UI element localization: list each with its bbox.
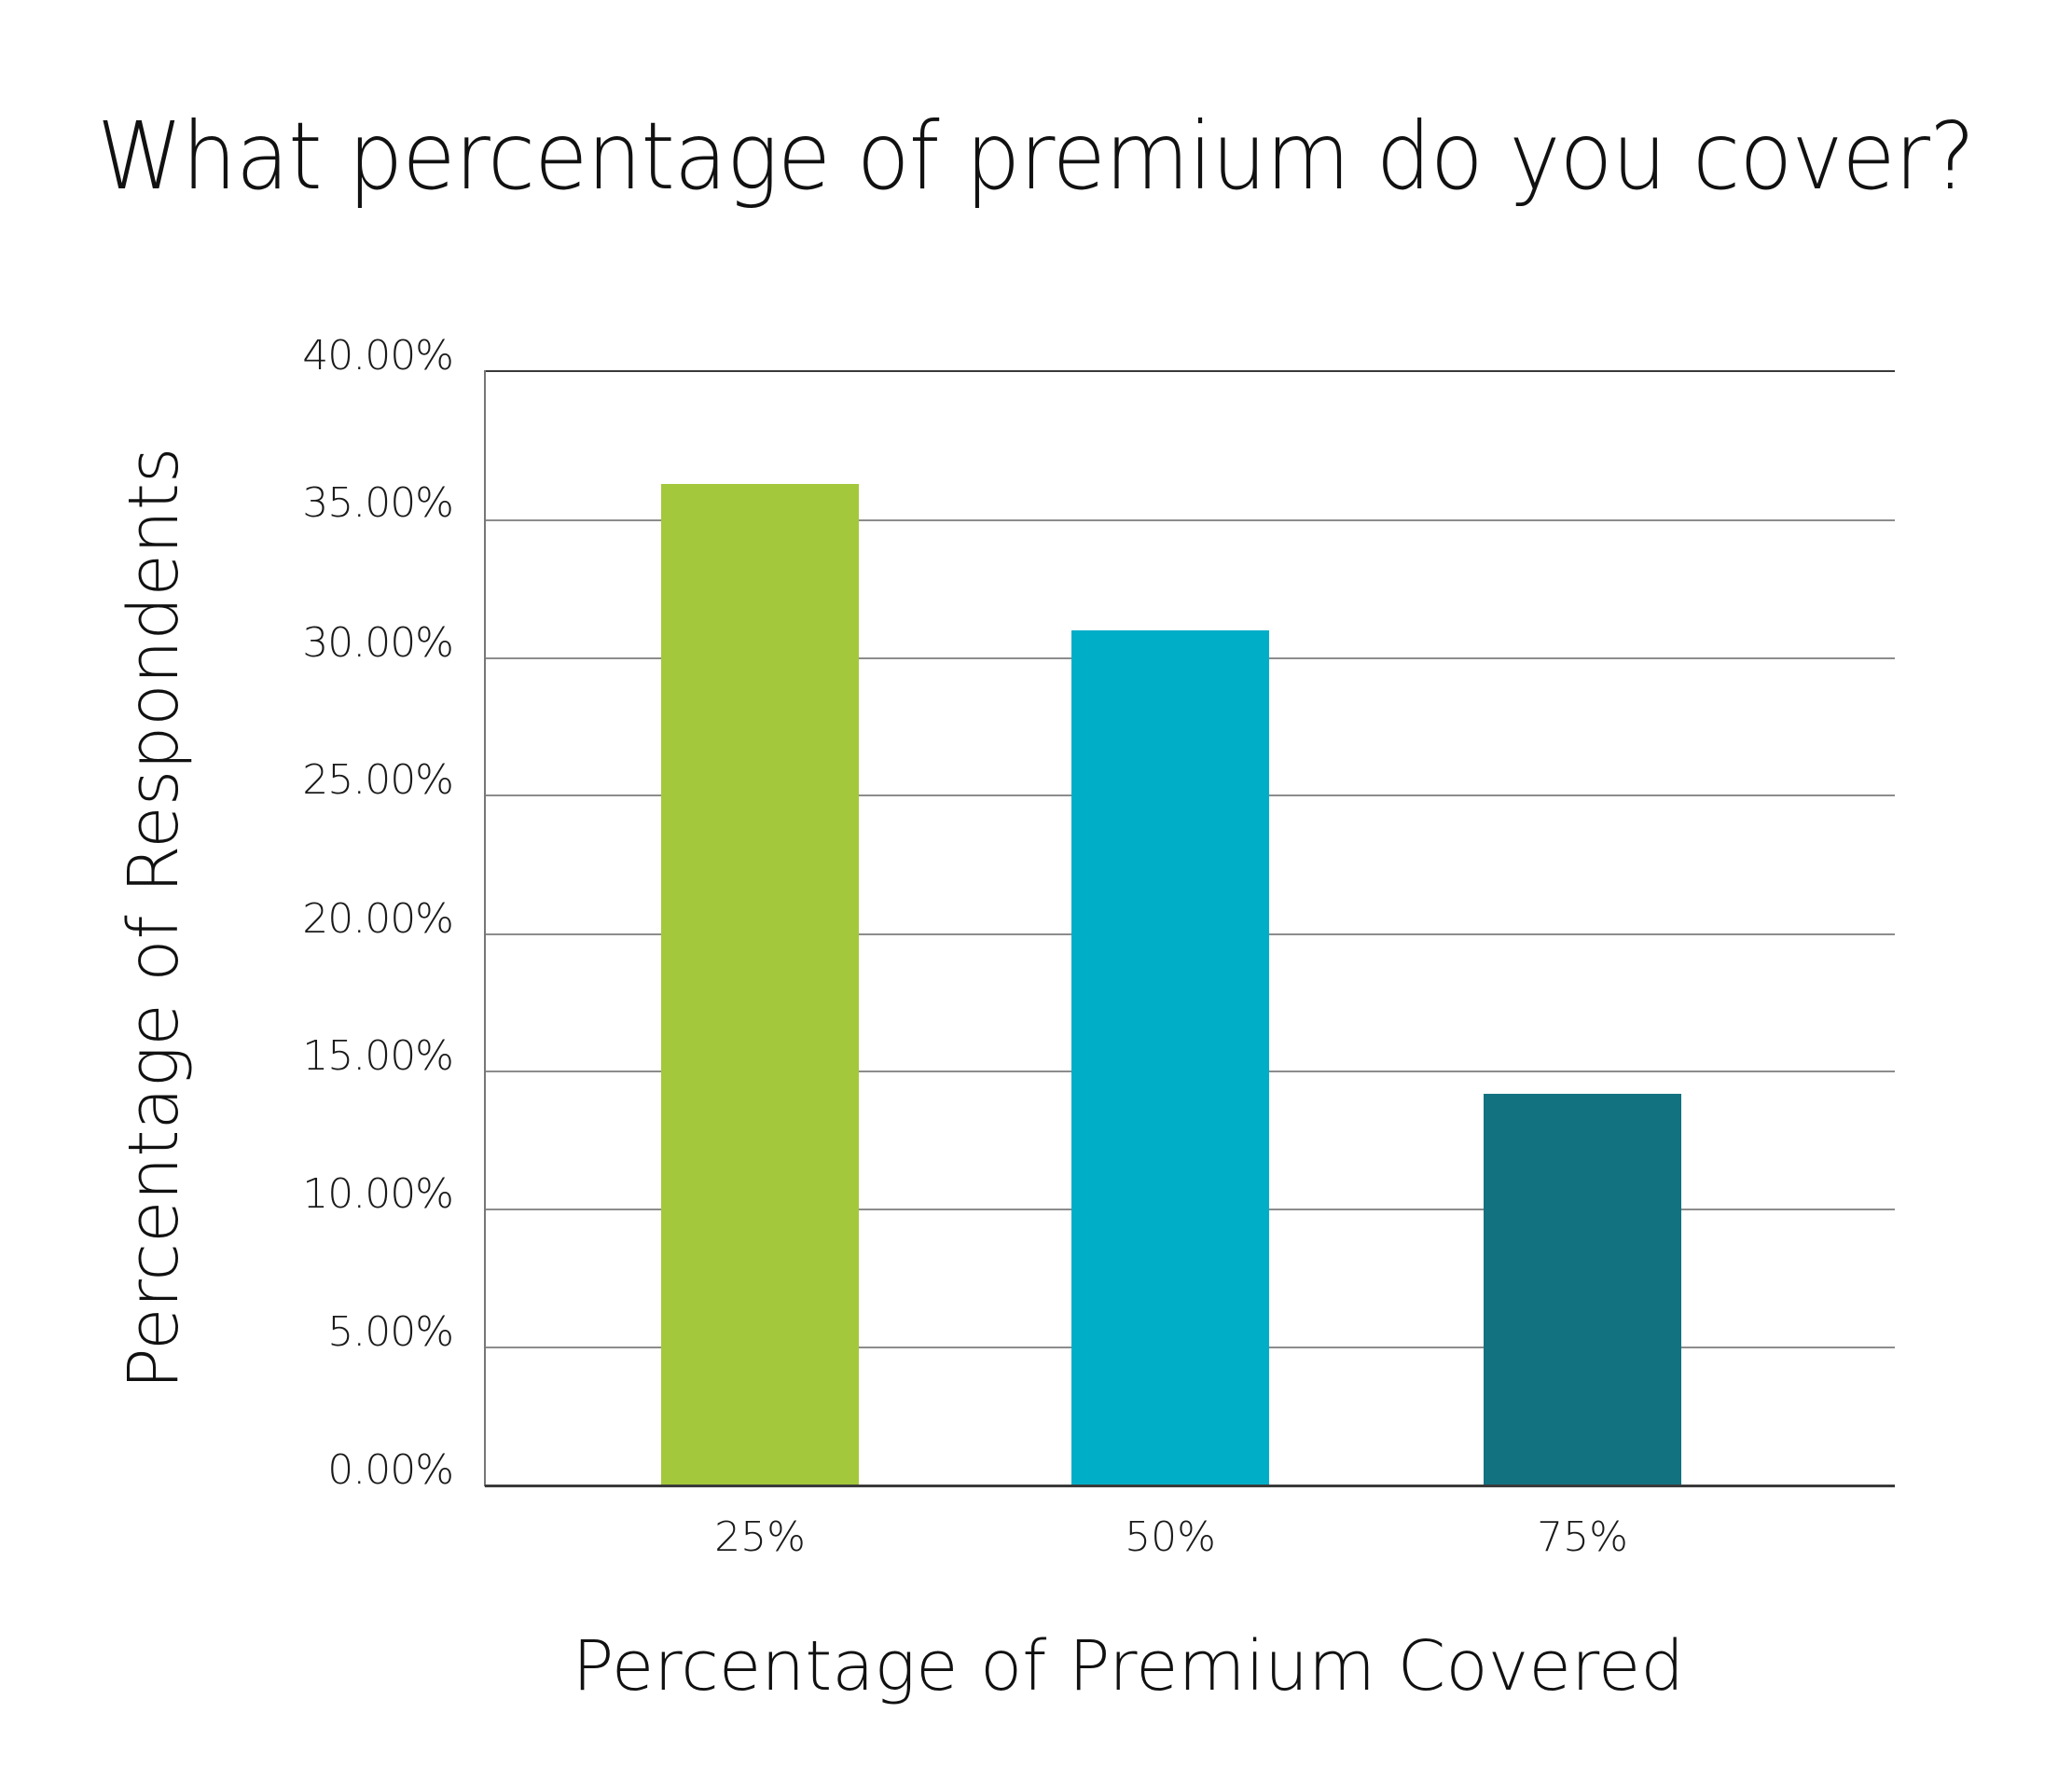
y-tick-label: 10.00% [302, 1170, 454, 1218]
x-tick-label: 50% [1125, 1513, 1216, 1561]
y-tick-label: 25.00% [302, 756, 454, 804]
y-tick-label: 20.00% [302, 895, 454, 943]
chart-title: What percentage of premium do you cover? [96, 102, 1975, 211]
x-axis-baseline [485, 1485, 1895, 1487]
y-axis-title: Percentage of Respondents [114, 447, 194, 1389]
y-tick-label: 0.00% [327, 1446, 454, 1494]
y-tick-label: 40.00% [302, 332, 454, 380]
y-tick-label: 30.00% [302, 619, 454, 667]
x-tick-label: 75% [1537, 1513, 1628, 1561]
y-tick-label: 5.00% [327, 1308, 454, 1356]
bar-50-percent [1071, 630, 1269, 1485]
x-tick-label: 25% [714, 1513, 806, 1561]
bar-25-percent [661, 484, 859, 1485]
y-tick-label: 35.00% [302, 479, 454, 527]
gridline-35 [485, 519, 1895, 521]
bar-75-percent [1484, 1094, 1681, 1485]
y-axis-line [484, 370, 486, 1486]
x-axis-title: Percentage of Premium Covered [572, 1626, 1685, 1706]
y-tick-label: 15.00% [302, 1032, 454, 1080]
gridline-40 [485, 370, 1895, 372]
